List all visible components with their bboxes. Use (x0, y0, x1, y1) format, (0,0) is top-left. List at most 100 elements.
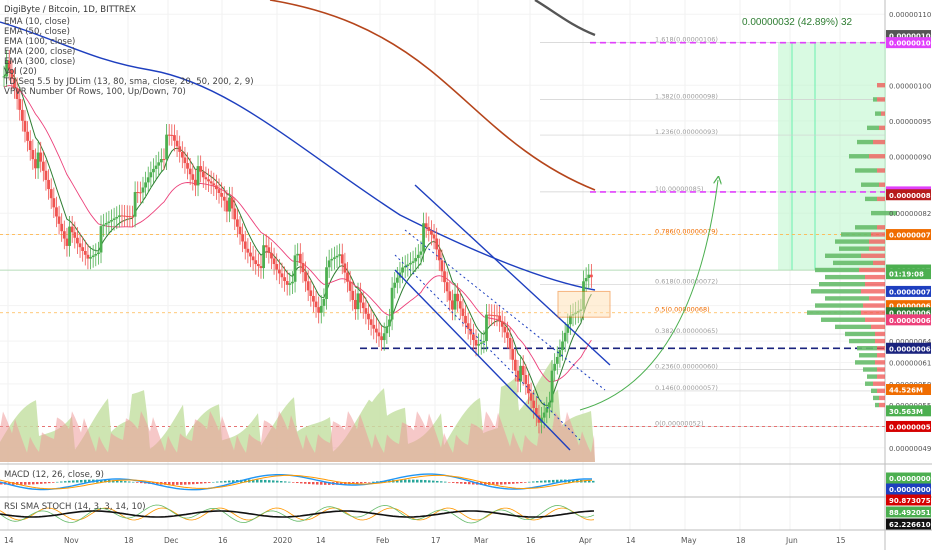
candle (569, 315, 572, 325)
candle (291, 281, 294, 284)
price-tick: 0.00000110 (889, 11, 931, 19)
candle (364, 308, 368, 314)
candle (141, 187, 145, 193)
candle (348, 281, 352, 291)
fib-label: 0.146(0.00000057) (655, 384, 718, 392)
candle (477, 344, 481, 346)
time-tick: Jun (785, 536, 798, 545)
candle (306, 281, 310, 291)
candle (563, 332, 567, 342)
macd-tag-label: 90.87307587 (889, 497, 932, 505)
macd-label: MACD (12, 26, close, 9) (4, 470, 104, 480)
fib-label: 0.382(0.00000065) (655, 327, 718, 335)
candle (152, 168, 155, 173)
price-tag (886, 268, 931, 280)
candle (503, 326, 507, 333)
candle (445, 282, 449, 292)
fib-label: 0(0.00000052) (655, 419, 704, 427)
price-tag (886, 384, 931, 396)
candle (270, 252, 273, 259)
candle (521, 365, 525, 376)
candle (188, 168, 192, 175)
candle (10, 69, 14, 79)
candle (272, 258, 276, 265)
candle (356, 293, 360, 310)
volume-bars-down (0, 411, 595, 462)
macd-tag (886, 472, 931, 484)
candles (2, 50, 593, 434)
candle (280, 273, 284, 278)
macd-tag (886, 483, 931, 495)
indicator-label: VPVR Number Of Rows, 100, Up/Down, 70) (4, 87, 186, 97)
indicator-label: TD Seq 5.5 by JDLim (13, 80, sma, close,… (4, 77, 254, 87)
time-tick: 17 (431, 536, 441, 545)
candle (191, 174, 195, 180)
candle (587, 274, 591, 278)
candle (353, 300, 357, 310)
candle (99, 226, 103, 253)
price-tag (886, 189, 931, 201)
candle (584, 277, 588, 282)
candle (369, 319, 373, 325)
candle (424, 223, 428, 228)
price-tag-label: 30.563M (889, 408, 923, 416)
candle (288, 283, 292, 285)
fib-label: 0.5(0.00000068) (655, 306, 710, 314)
fib-label: 1(0.00000085) (655, 185, 704, 193)
candle (487, 314, 491, 316)
candle (327, 260, 331, 268)
time-tick: 18 (736, 536, 746, 545)
candle (464, 315, 467, 324)
candle (78, 243, 82, 248)
fib-label: 0.236(0.00000060) (655, 363, 718, 371)
price-tag-label: 0.00000063 (889, 345, 932, 353)
price-tick: 0.00000061 (889, 359, 931, 367)
candle (469, 328, 473, 335)
candle (513, 359, 517, 371)
candle (146, 177, 150, 183)
fib-label: 1.236(0.00000093) (655, 128, 718, 136)
candle (511, 348, 515, 360)
candle (196, 166, 200, 186)
ema-lines (0, 0, 596, 407)
price-tag (886, 314, 931, 326)
candle (251, 256, 255, 261)
candle (508, 337, 512, 349)
candle (52, 198, 56, 208)
candle (180, 151, 184, 158)
candle (372, 324, 376, 329)
volume-area (0, 359, 595, 462)
candle (73, 232, 77, 238)
candle (201, 171, 205, 178)
candle (47, 179, 50, 190)
price-tick: 0.00000082 (889, 210, 931, 218)
candle (490, 314, 494, 316)
candle (448, 291, 452, 301)
candle (15, 88, 19, 99)
fib-label: 1.618(0.00000106) (655, 36, 718, 44)
time-tick: 18 (124, 536, 134, 545)
candle (453, 293, 457, 310)
candle (212, 183, 216, 186)
candle (437, 249, 441, 261)
candle (532, 400, 536, 408)
price-tag-label: 0.00000068 (889, 310, 932, 318)
candle (110, 219, 113, 222)
indicator-label: EMA (10, close) (4, 17, 70, 27)
candle (411, 261, 415, 263)
time-axis[interactable]: 14 Nov 18 Dec 16 2020 14 Feb 17 Mar 16 Apr 14 May 18 Ju… (4, 536, 846, 545)
candle (173, 135, 176, 141)
candle (70, 226, 74, 233)
time-tick: Dec (164, 536, 179, 545)
candle (456, 293, 460, 302)
stoch-pane (0, 504, 595, 524)
candle (561, 341, 564, 351)
candle (238, 226, 242, 235)
candle (298, 253, 302, 263)
candle (225, 200, 229, 212)
candle (506, 332, 509, 338)
stoch-tag (886, 518, 931, 530)
price-tag-label: 0.00000069 (889, 303, 932, 311)
price-axis[interactable]: 0.00000110 0.00000100 0.00000095 0.00000090… (886, 11, 932, 530)
